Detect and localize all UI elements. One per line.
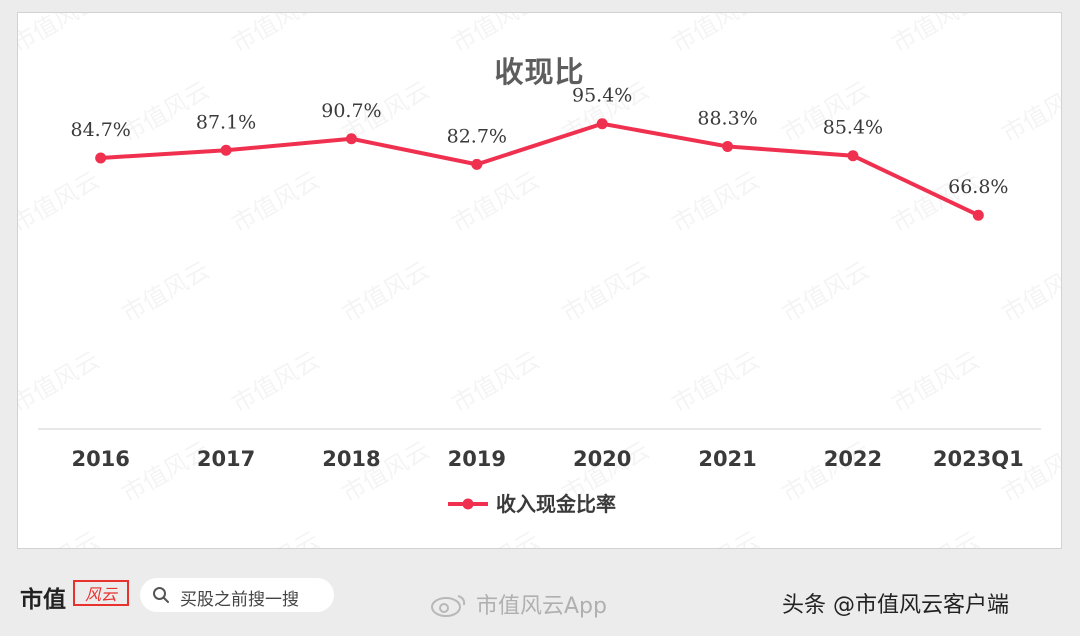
watermark-text: 市值风云 [667, 526, 764, 548]
watermark-text: 市值风云 [337, 256, 434, 328]
data-point [220, 144, 232, 156]
data-point [722, 140, 734, 152]
toutiao-account-label: 头条 @市值风云客户端 [782, 593, 1009, 618]
watermark-text: 市值风云 [227, 166, 324, 238]
data-point [596, 118, 608, 130]
x-tick-label: 2021 [698, 447, 756, 471]
watermark-text: 市值风云 [557, 256, 654, 328]
watermark-text: 市值风云 [117, 256, 214, 328]
brand-logo: 市值 [20, 586, 66, 613]
watermark-text: 市值风云 [887, 346, 984, 418]
data-label: 87.1% [196, 111, 256, 133]
x-tick-label: 2023Q1 [933, 447, 1024, 471]
x-tick-label: 2017 [197, 447, 255, 471]
search-placeholder: 买股之前搜一搜 [180, 590, 299, 610]
data-label: 66.8% [948, 176, 1008, 198]
footer-bar: 市值 风云 买股之前搜一搜 市值风云App 头条 @市值风云客户端 [0, 560, 1080, 636]
watermark-text: 市值风云 [227, 346, 324, 418]
watermark-text: 市值风云 [997, 256, 1061, 328]
watermark-text: 市值风云 [227, 13, 324, 58]
data-point [471, 158, 483, 170]
series-line [100, 121, 980, 218]
search-box[interactable]: 买股之前搜一搜 [140, 578, 334, 612]
data-point [972, 209, 984, 221]
search-icon [153, 587, 169, 603]
chart-title: 收现比 [494, 55, 585, 89]
weibo-icon [431, 595, 466, 617]
watermark-text: 市值风云 [447, 13, 544, 58]
watermark-text: 市值风云 [18, 13, 104, 58]
data-point [95, 152, 107, 164]
data-label: 82.7% [447, 125, 507, 147]
x-tick-label: 2016 [71, 447, 129, 471]
data-label: 88.3% [697, 107, 757, 129]
watermark-text: 市值风云 [447, 526, 544, 548]
watermark-text: 市值风云 [667, 166, 764, 238]
watermark-text: 市值风云 [887, 526, 984, 548]
watermark-text: 市值风云 [447, 346, 544, 418]
weibo-account-label: 市值风云App [476, 594, 607, 619]
x-tick-label: 2022 [824, 447, 882, 471]
data-point [345, 133, 357, 145]
watermark-text: 市值风云 [18, 346, 104, 418]
legend-marker [462, 498, 474, 510]
watermark-text: 市值风云 [667, 346, 764, 418]
data-label: 84.7% [71, 119, 131, 141]
watermark-text: 市值风云 [667, 13, 764, 58]
chart-card: 收现比 市值风云 市值风云 市值风云 市值风云 市值风云 市值风云 市值风云 市值风云 市值风云… [17, 12, 1062, 549]
watermark-text: 市值风云 [227, 526, 324, 548]
x-tick-label: 2020 [573, 447, 631, 471]
x-tick-label: 2018 [322, 447, 380, 471]
legend-label: 收入现金比率 [496, 492, 616, 516]
x-tick-label: 2019 [448, 447, 506, 471]
data-label: 85.4% [823, 117, 883, 139]
data-label: 90.7% [321, 100, 381, 122]
data-label: 95.4% [572, 85, 632, 107]
watermark-text: 市值风云 [447, 166, 544, 238]
watermark-text: 市值风云 [997, 76, 1061, 148]
brand-seal: 风云 [73, 580, 129, 606]
watermark-text: 市值风云 [18, 526, 104, 548]
watermark-text: 市值风云 [18, 166, 104, 238]
watermark-text: 市值风云 [777, 256, 874, 328]
data-point [847, 150, 859, 162]
watermark-text: 市值风云 [887, 13, 984, 58]
